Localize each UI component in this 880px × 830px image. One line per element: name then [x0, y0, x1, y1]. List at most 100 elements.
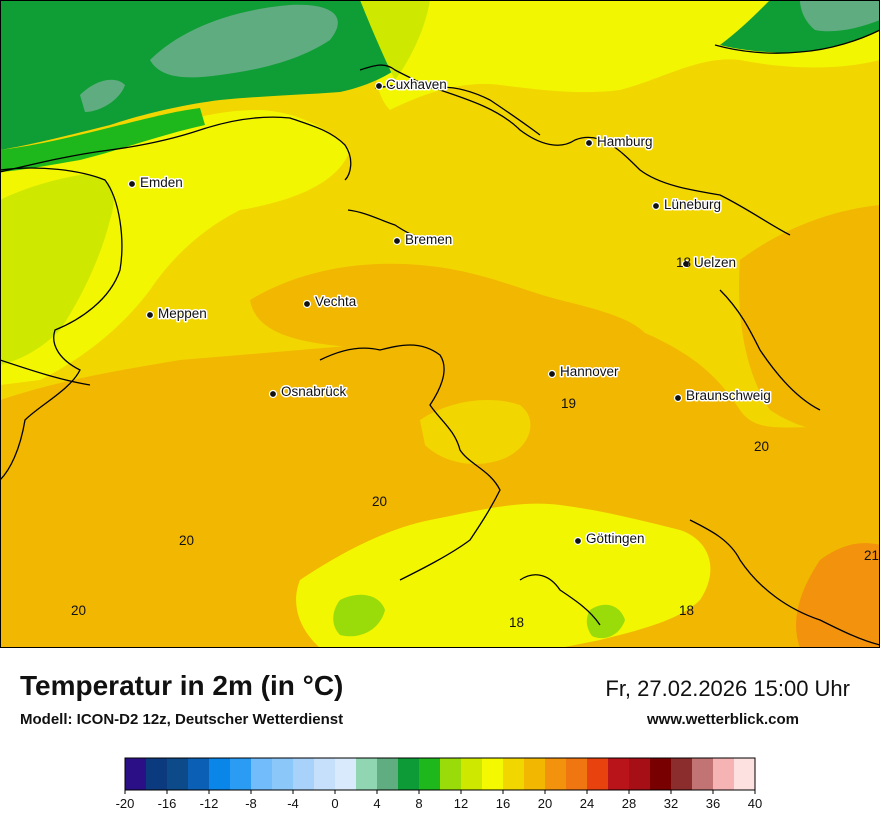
city-braunschweig[interactable]: Braunschweig	[673, 387, 772, 405]
legend-tick-label: 12	[454, 796, 468, 811]
legend-swatch	[671, 758, 693, 790]
legend-swatch	[482, 758, 504, 790]
city-label: Lüneburg	[664, 197, 721, 212]
city-label: Hannover	[560, 364, 619, 379]
legend-swatch	[314, 758, 336, 790]
city-meppen[interactable]: Meppen	[145, 305, 208, 323]
legend-tick-label: -20	[116, 796, 135, 811]
city-markers: Cuxhaven Hamburg Emden Lüneburg Bremen	[127, 76, 772, 548]
temperature-field-orange-center	[250, 263, 650, 367]
legend-swatch	[251, 758, 273, 790]
legend-swatch	[461, 758, 483, 790]
coastlines	[0, 29, 880, 181]
legend-swatch	[335, 758, 357, 790]
city-vechta[interactable]: Vechta	[302, 293, 358, 311]
city-lueneburg[interactable]: Lüneburg	[651, 196, 723, 214]
city-label: Osnabrück	[281, 384, 347, 399]
legend-swatch	[503, 758, 525, 790]
coastal-green-band	[0, 108, 205, 172]
city-emden[interactable]: Emden	[127, 174, 184, 192]
city-label: Emden	[140, 175, 183, 190]
value-label: 18	[679, 603, 694, 618]
border-southeast	[689, 519, 880, 646]
legend-swatch	[419, 758, 441, 790]
coastline-west	[0, 116, 352, 181]
map-canvas: Cuxhaven Hamburg Emden Lüneburg Bremen	[0, 0, 880, 648]
legend-swatch	[209, 758, 231, 790]
legend-tick-label: 4	[373, 796, 380, 811]
temperature-field-orange-east	[739, 205, 880, 434]
temperature-field-deep-orange	[796, 543, 880, 648]
city-label: Göttingen	[586, 531, 645, 546]
city-label: Bremen	[405, 232, 452, 247]
city-label: Meppen	[158, 306, 207, 321]
coastal-lime-band	[360, 0, 430, 80]
city-label: Vechta	[315, 294, 357, 309]
legend-tick-label: 36	[706, 796, 720, 811]
border-west	[0, 167, 123, 481]
model-info: Modell: ICON-D2 12z, Deutscher Wetterdie…	[20, 711, 344, 728]
value-label: 20	[372, 494, 387, 509]
legend-swatch	[146, 758, 168, 790]
border-harz	[519, 574, 601, 626]
city-hamburg[interactable]: Hamburg	[584, 133, 654, 151]
border-bremen	[347, 209, 441, 240]
temperature-field-gold-patch	[420, 400, 531, 465]
legend-swatch	[650, 758, 672, 790]
legend-swatch	[125, 758, 147, 790]
city-osnabrueck[interactable]: Osnabrück	[268, 383, 348, 401]
city-label: Cuxhaven	[386, 77, 447, 92]
value-label: 18	[509, 615, 524, 630]
website-link[interactable]: www.wetterblick.com	[647, 711, 799, 728]
color-legend: -20 -16 -12 -8 -4 0 4 8 12 16 20 24 28 32 36 40	[100, 756, 780, 816]
legend-swatch	[440, 758, 462, 790]
legend-tick-label: -8	[245, 796, 257, 811]
legend-tick-label: 40	[748, 796, 762, 811]
legend-swatch	[398, 758, 420, 790]
value-label: 18	[676, 255, 691, 270]
legend-tick-label: -12	[200, 796, 219, 811]
border-south	[319, 344, 501, 581]
coastline-northeast	[714, 29, 880, 54]
legend-tick-label: 24	[580, 796, 594, 811]
value-label: 19	[561, 396, 576, 411]
city-label: Braunschweig	[686, 388, 771, 403]
legend-frame	[124, 757, 756, 791]
legend-swatch	[587, 758, 609, 790]
legend-swatch	[524, 758, 546, 790]
legend-tick-label: 0	[331, 796, 338, 811]
legend-swatch	[608, 758, 630, 790]
legend-tick-label: 32	[664, 796, 678, 811]
mudflat-island	[80, 79, 125, 112]
legend-swatch	[629, 758, 651, 790]
border-west-2	[0, 359, 91, 386]
city-goettingen[interactable]: Göttingen	[573, 530, 646, 548]
city-label: Uelzen	[694, 255, 736, 270]
legend-swatch	[293, 758, 315, 790]
city-bremen[interactable]: Bremen	[392, 231, 454, 249]
legend-swatch	[188, 758, 210, 790]
legend-swatch	[566, 758, 588, 790]
legend-swatch	[545, 758, 567, 790]
legend-swatch	[692, 758, 714, 790]
state-borders	[0, 83, 880, 646]
value-label: 21	[864, 548, 879, 563]
map-title: Temperatur in 2m (in °C)	[20, 670, 344, 701]
temperature-field-lime-west	[0, 174, 114, 365]
value-label: 20	[179, 533, 194, 548]
mudflat-northeast	[800, 0, 880, 32]
legend-swatch	[230, 758, 252, 790]
border-east	[719, 289, 821, 411]
value-label: 20	[71, 603, 86, 618]
forecast-datetime: Fr, 27.02.2026 15:00 Uhr	[605, 676, 850, 701]
city-uelzen[interactable]: Uelzen	[681, 254, 738, 272]
temperature-map: Cuxhaven Hamburg Emden Lüneburg Bremen	[0, 0, 880, 648]
city-cuxhaven[interactable]: Cuxhaven	[374, 76, 448, 94]
legend-tick-label: 16	[496, 796, 510, 811]
value-label: 20	[754, 439, 769, 454]
city-hannover[interactable]: Hannover	[547, 363, 621, 381]
legend-swatch	[167, 758, 189, 790]
city-label: Hamburg	[597, 134, 653, 149]
value-labels: 18 19 20 20 20 20 21 18 18 20	[71, 255, 879, 630]
